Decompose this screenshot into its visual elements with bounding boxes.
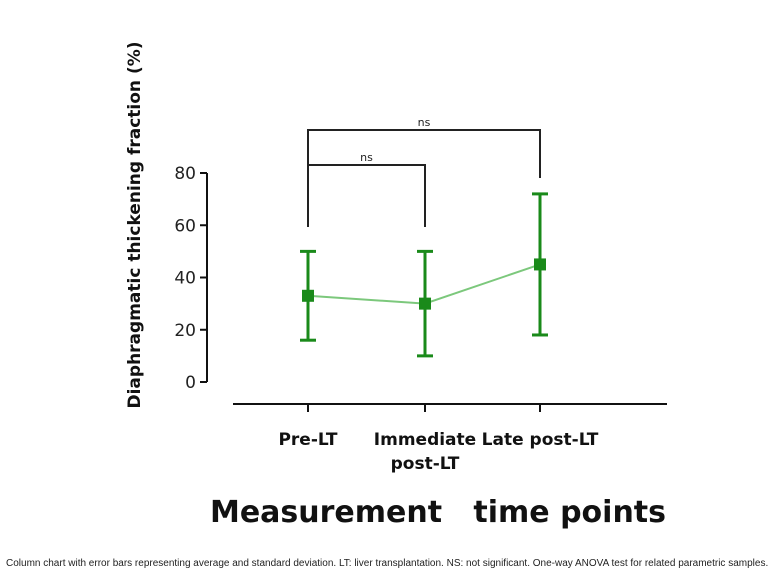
y-tick-label: 60 bbox=[174, 216, 196, 236]
x-axis-title: Measurement time points bbox=[210, 495, 666, 530]
figure-caption: Column chart with error bars representin… bbox=[6, 558, 769, 569]
data-point bbox=[302, 289, 314, 302]
significance-bracket bbox=[307, 164, 426, 227]
y-tick-label: 0 bbox=[185, 373, 196, 393]
x-tick-label: Immediate bbox=[374, 430, 476, 450]
x-tick-label: Pre-LT bbox=[278, 430, 337, 450]
y-axis: 0 20 40 60 80 bbox=[174, 164, 208, 393]
y-tick-label: 40 bbox=[174, 269, 196, 289]
data-point bbox=[534, 258, 546, 271]
significance-bracket bbox=[307, 129, 541, 178]
series bbox=[300, 192, 548, 358]
x-tick-label-line2: post-LT bbox=[391, 454, 460, 474]
significance-label: ns bbox=[360, 151, 373, 164]
x-axis: Pre-LT Immediate post-LT Late post-LT bbox=[233, 403, 667, 474]
x-tick-label: Late post-LT bbox=[482, 430, 599, 450]
y-tick-label: 20 bbox=[174, 321, 196, 341]
y-tick-label: 80 bbox=[174, 164, 196, 184]
y-axis-title: Diaphragmatic thickening fraction (%) bbox=[125, 41, 145, 408]
data-point bbox=[419, 297, 431, 310]
significance-brackets: ns ns bbox=[307, 116, 541, 227]
significance-label: ns bbox=[418, 116, 431, 129]
